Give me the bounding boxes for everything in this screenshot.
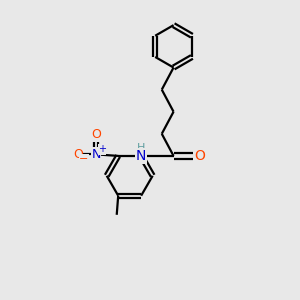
Text: O: O (91, 128, 101, 141)
Text: O: O (194, 149, 205, 163)
Text: −: − (79, 154, 88, 164)
Text: N: N (136, 149, 146, 163)
Text: O: O (73, 148, 83, 161)
Text: H: H (137, 142, 146, 153)
Text: +: + (98, 144, 106, 154)
Text: N: N (92, 148, 101, 161)
